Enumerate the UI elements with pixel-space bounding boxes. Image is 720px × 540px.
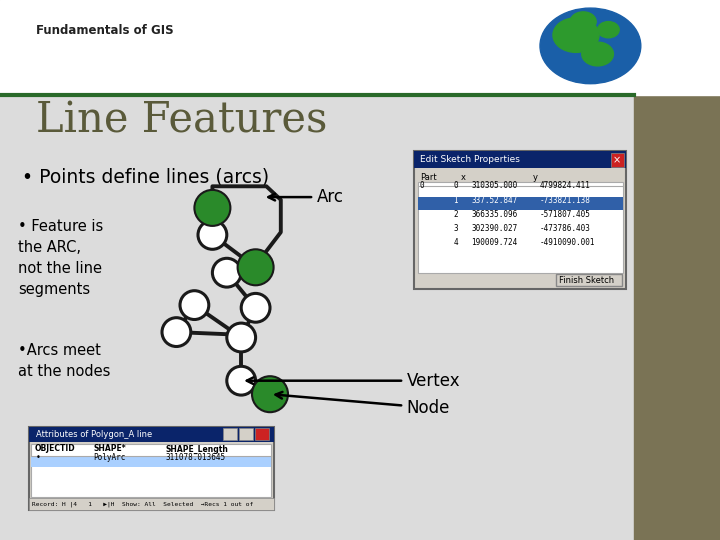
FancyBboxPatch shape (31, 456, 271, 467)
Circle shape (553, 18, 599, 52)
Text: Attributes of Polygon_A line: Attributes of Polygon_A line (36, 430, 152, 438)
Text: Arc: Arc (269, 188, 344, 206)
Text: 302390.027: 302390.027 (472, 224, 518, 233)
FancyBboxPatch shape (414, 151, 626, 168)
Text: Line Features: Line Features (36, 100, 328, 142)
Ellipse shape (162, 318, 191, 347)
Ellipse shape (212, 258, 241, 287)
Ellipse shape (241, 293, 270, 322)
FancyBboxPatch shape (255, 428, 269, 440)
Text: 4: 4 (454, 238, 458, 247)
Bar (0, 0, 720, 94)
Text: 310305.000: 310305.000 (472, 181, 518, 191)
Text: 366335.096: 366335.096 (472, 210, 518, 219)
Circle shape (540, 8, 641, 84)
Text: Record: H |4   1   ▶|H  Show: All  Selected  →Recs 1 out of: Record: H |4 1 ▶|H Show: All Selected →R… (32, 502, 253, 507)
Text: • Feature is
the ARC,
not the line
segments: • Feature is the ARC, not the line segme… (18, 219, 103, 296)
Text: •Arcs meet
at the nodes: •Arcs meet at the nodes (18, 343, 110, 379)
Text: OBJECTID: OBJECTID (35, 444, 75, 454)
Ellipse shape (227, 366, 256, 395)
FancyBboxPatch shape (31, 444, 271, 497)
Circle shape (570, 12, 596, 31)
Text: ×: × (613, 155, 621, 165)
Text: 0: 0 (420, 181, 424, 191)
Text: x: x (461, 173, 466, 183)
Text: 190009.724: 190009.724 (472, 238, 518, 247)
Ellipse shape (180, 291, 209, 320)
Text: -473786.403: -473786.403 (540, 224, 591, 233)
Text: Edit Sketch Properties: Edit Sketch Properties (420, 156, 520, 164)
FancyBboxPatch shape (29, 427, 274, 510)
Text: SHAPE*: SHAPE* (94, 444, 126, 454)
Ellipse shape (198, 220, 227, 249)
Ellipse shape (238, 249, 274, 285)
FancyBboxPatch shape (239, 428, 253, 440)
FancyBboxPatch shape (418, 197, 623, 210)
Ellipse shape (194, 190, 230, 226)
Text: • Points define lines (arcs): • Points define lines (arcs) (22, 167, 269, 186)
FancyBboxPatch shape (414, 151, 626, 289)
FancyBboxPatch shape (29, 498, 274, 510)
FancyBboxPatch shape (29, 427, 274, 442)
Text: PolyArc: PolyArc (94, 453, 126, 462)
Text: -733821.138: -733821.138 (540, 195, 591, 205)
Ellipse shape (252, 376, 288, 412)
Circle shape (598, 22, 619, 38)
Text: SHAPE_Length: SHAPE_Length (166, 444, 228, 454)
Text: 1: 1 (454, 195, 458, 205)
Bar (634, 0, 720, 540)
Text: 0: 0 (454, 181, 458, 191)
FancyBboxPatch shape (418, 182, 623, 273)
Text: y: y (533, 173, 538, 183)
Circle shape (582, 42, 613, 66)
Text: -4910090.001: -4910090.001 (540, 238, 595, 247)
Text: Node: Node (276, 392, 450, 417)
Text: 4799824.411: 4799824.411 (540, 181, 591, 191)
Text: Part: Part (420, 173, 436, 183)
Text: •: • (36, 453, 41, 462)
Ellipse shape (227, 323, 256, 352)
FancyBboxPatch shape (611, 153, 624, 167)
Text: Finish Sketch: Finish Sketch (559, 276, 615, 285)
Text: -571807.405: -571807.405 (540, 210, 591, 219)
FancyBboxPatch shape (223, 428, 237, 440)
Text: 2: 2 (454, 210, 458, 219)
Text: Vertex: Vertex (247, 372, 460, 390)
Text: 311078.013645: 311078.013645 (166, 453, 226, 462)
Text: 3: 3 (454, 224, 458, 233)
Text: 337.52.847: 337.52.847 (472, 195, 518, 205)
Text: Fundamentals of GIS: Fundamentals of GIS (36, 24, 174, 37)
FancyBboxPatch shape (556, 274, 622, 286)
